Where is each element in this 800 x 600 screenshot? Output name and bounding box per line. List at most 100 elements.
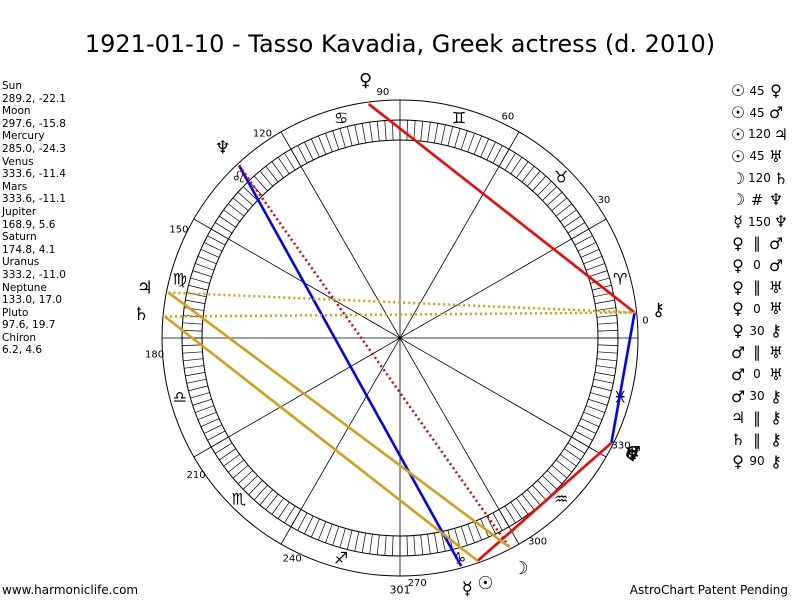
degree-tick bbox=[232, 197, 249, 211]
aspect-planet-b-icon: ♄ bbox=[773, 168, 789, 188]
degree-tick bbox=[325, 523, 333, 543]
position-name: Mars bbox=[2, 180, 28, 193]
degree-tick bbox=[242, 475, 258, 490]
aspect-planet-a-icon: ☉ bbox=[730, 81, 746, 101]
degree-tick bbox=[559, 209, 577, 222]
degree-tick bbox=[190, 392, 210, 399]
aspect-row: ♂ 0 ♅ bbox=[728, 363, 791, 385]
aspect-line bbox=[164, 311, 635, 318]
wheel-degree-label: 300 bbox=[528, 536, 547, 547]
degree-tick bbox=[420, 534, 424, 555]
degree-tick bbox=[185, 299, 206, 304]
degree-tick bbox=[567, 222, 586, 234]
aspect-angle: 120 bbox=[748, 171, 771, 186]
degree-tick bbox=[192, 270, 212, 278]
footer-website-link[interactable]: www.harmoniclife.com bbox=[2, 583, 139, 597]
aspect-angle: 45 bbox=[749, 149, 765, 164]
wheel-degree-label: 270 bbox=[408, 578, 427, 589]
degree-tick bbox=[284, 505, 296, 524]
aspect-angle: 30 bbox=[749, 389, 765, 404]
degree-tick bbox=[406, 535, 408, 556]
degree-tick bbox=[492, 512, 503, 531]
degree-tick bbox=[339, 528, 346, 548]
degree-tick bbox=[532, 484, 547, 501]
degree-tick bbox=[551, 465, 568, 479]
degree-tick bbox=[590, 392, 610, 399]
aspect-planet-b-icon: ♂ bbox=[768, 233, 784, 253]
degree-tick bbox=[271, 497, 284, 515]
degree-tick bbox=[200, 418, 220, 427]
degree-tick bbox=[219, 215, 237, 228]
aspect-angle: 120 bbox=[748, 127, 771, 142]
aspect-planet-a-icon: ♀ bbox=[732, 233, 744, 253]
aspect-angle: 0 bbox=[753, 301, 761, 316]
degree-tick bbox=[242, 186, 258, 201]
position-coords: 6.2, 4.6 bbox=[2, 344, 43, 357]
degree-tick bbox=[304, 141, 314, 161]
aspect-angle: ‖ bbox=[753, 343, 761, 362]
degree-tick bbox=[361, 532, 366, 553]
aspect-row: ☿ 150 ♆ bbox=[728, 211, 791, 233]
degree-tick bbox=[434, 532, 439, 553]
aspect-planet-a-icon: ♂ bbox=[730, 342, 746, 362]
degree-tick bbox=[214, 442, 233, 454]
uranus-glyph-icon: ♅ bbox=[624, 445, 640, 466]
degree-tick bbox=[346, 126, 353, 146]
aspect-row: ♀ 30 ⚷ bbox=[728, 320, 791, 342]
degree-tick bbox=[325, 133, 333, 153]
degree-tick bbox=[183, 358, 204, 362]
degree-tick bbox=[594, 372, 615, 377]
position-name: Mercury bbox=[2, 130, 45, 143]
degree-tick bbox=[510, 501, 523, 519]
degree-tick bbox=[427, 122, 431, 142]
degree-tick bbox=[527, 170, 541, 187]
degree-tick bbox=[248, 480, 263, 496]
pluto-glyph-icon: ♀ bbox=[359, 70, 372, 91]
degree-tick bbox=[434, 123, 439, 144]
aries-icon: ♈ bbox=[613, 269, 627, 288]
degree-tick bbox=[593, 378, 614, 384]
aspect-planet-b-icon: ♅ bbox=[768, 364, 784, 384]
degree-tick bbox=[219, 448, 237, 461]
degree-tick bbox=[392, 535, 394, 556]
degree-tick bbox=[277, 501, 290, 519]
degree-tick bbox=[376, 121, 380, 142]
degree-tick bbox=[265, 493, 279, 511]
aspect-planet-b-icon: ⚷ bbox=[770, 408, 782, 428]
degree-tick bbox=[200, 249, 220, 258]
degree-tick bbox=[504, 152, 516, 171]
scorpio-icon: ♏ bbox=[232, 490, 246, 509]
degree-tick bbox=[311, 138, 320, 158]
degree-tick bbox=[467, 523, 475, 543]
degree-tick bbox=[594, 299, 615, 304]
degree-tick bbox=[521, 493, 535, 511]
degree-tick bbox=[574, 235, 593, 246]
position-coords: 297.6, -15.8 bbox=[2, 117, 66, 130]
degree-tick bbox=[227, 459, 245, 473]
aspect-planet-a-icon: ☿ bbox=[733, 212, 743, 232]
degree-tick bbox=[516, 161, 529, 179]
degree-tick bbox=[542, 475, 558, 490]
degree-tick bbox=[537, 480, 552, 496]
degree-tick bbox=[440, 124, 446, 145]
aspect-row: ☉ 45 ♅ bbox=[728, 145, 791, 167]
aspect-angle: 150 bbox=[748, 214, 771, 229]
degree-tick bbox=[190, 277, 210, 284]
degree-tick bbox=[420, 121, 424, 142]
planet-positions-list: Sun 289.2, -22.1 Moon 297.6, -15.8 Mercury 28… bbox=[2, 80, 66, 357]
degree-tick bbox=[339, 128, 346, 148]
degree-tick bbox=[580, 249, 600, 258]
degree-tick bbox=[583, 256, 603, 265]
degree-tick bbox=[227, 203, 245, 217]
aspect-row: ♀ ‖ ♅ bbox=[728, 276, 791, 298]
degree-tick bbox=[188, 385, 208, 392]
position-coords: 333.2, -11.0 bbox=[2, 268, 66, 281]
degree-tick bbox=[447, 126, 454, 146]
position-name: Uranus bbox=[2, 256, 40, 269]
aspect-row: ♂ ‖ ♅ bbox=[728, 342, 791, 364]
aspect-planet-b-icon: ♅ bbox=[768, 342, 784, 362]
division-spoke bbox=[193, 218, 607, 458]
degree-tick bbox=[259, 170, 273, 187]
aspect-planet-b-icon: ♀ bbox=[770, 81, 782, 101]
degree-tick bbox=[510, 157, 523, 175]
